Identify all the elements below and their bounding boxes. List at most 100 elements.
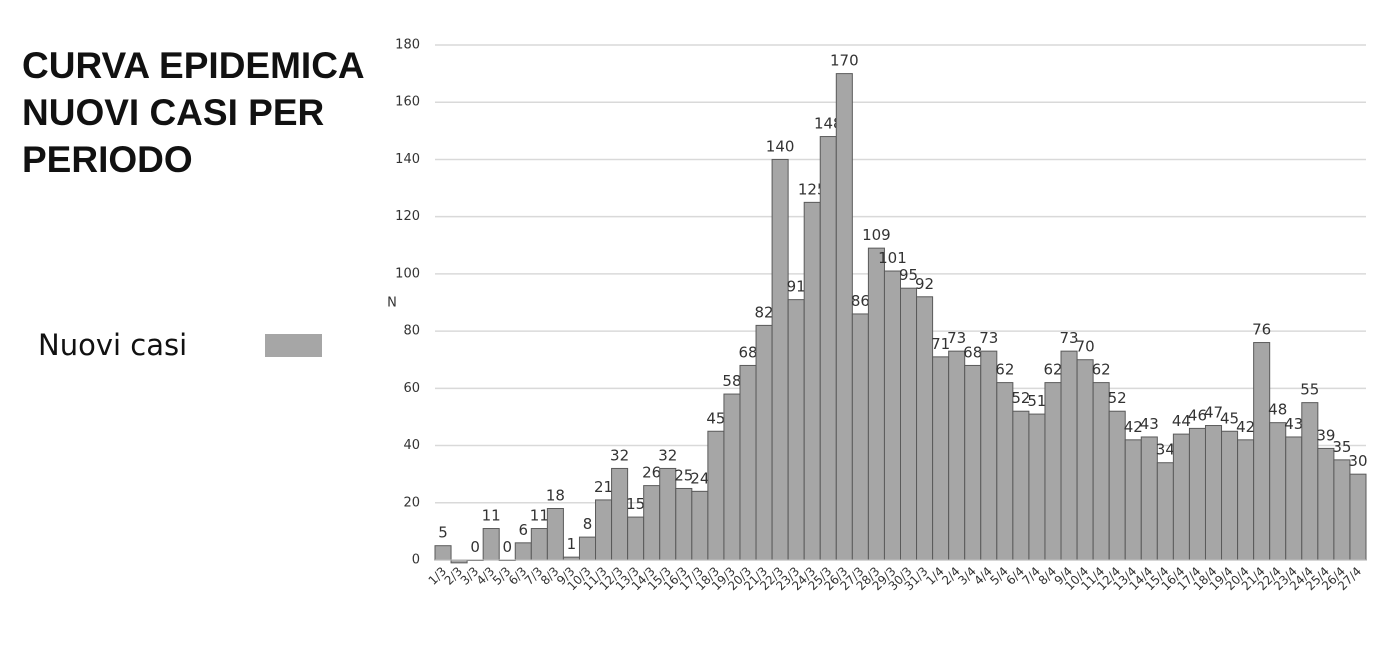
data-label: 52 bbox=[1011, 389, 1030, 407]
bar bbox=[434, 545, 452, 561]
data-label: 62 bbox=[1043, 361, 1062, 379]
data-label: 21 bbox=[594, 478, 613, 496]
y-tick-label: 60 bbox=[403, 381, 420, 396]
data-label: 73 bbox=[979, 329, 998, 347]
data-label: 43 bbox=[1284, 415, 1303, 433]
bar bbox=[771, 158, 789, 561]
bar bbox=[578, 536, 597, 561]
bar bbox=[611, 467, 629, 561]
data-label: 43 bbox=[1140, 415, 1159, 433]
data-label: 48 bbox=[1268, 401, 1287, 419]
y-tick-label: 20 bbox=[403, 495, 420, 510]
y-axis-label: N bbox=[387, 296, 397, 311]
bar bbox=[595, 499, 613, 561]
data-label: 46 bbox=[1188, 406, 1207, 424]
bar bbox=[1076, 359, 1094, 561]
data-label: 30 bbox=[1348, 452, 1367, 470]
bar bbox=[1253, 342, 1271, 561]
data-label: 32 bbox=[610, 446, 629, 464]
bar bbox=[643, 485, 661, 561]
y-tick-label: 160 bbox=[395, 95, 420, 110]
bar bbox=[1237, 439, 1255, 561]
bar bbox=[1172, 433, 1190, 561]
data-label: 109 bbox=[862, 226, 891, 244]
title-line: PERIODO bbox=[22, 139, 193, 180]
data-label: 82 bbox=[755, 303, 774, 321]
data-label: 0 bbox=[470, 538, 480, 556]
bar bbox=[1124, 439, 1142, 561]
data-label: 11 bbox=[530, 507, 549, 525]
data-label: 170 bbox=[830, 52, 859, 70]
bar bbox=[1156, 462, 1174, 561]
y-tick-label: 100 bbox=[395, 266, 420, 281]
data-label: 71 bbox=[931, 335, 950, 353]
bar bbox=[1204, 425, 1223, 561]
y-tick-label: 0 bbox=[412, 553, 420, 568]
data-label: 68 bbox=[963, 343, 982, 361]
y-tick-label: 40 bbox=[403, 438, 420, 453]
bar bbox=[1044, 382, 1062, 561]
data-label: 51 bbox=[1027, 392, 1046, 410]
bar bbox=[1349, 473, 1367, 561]
data-label: 58 bbox=[722, 372, 741, 390]
y-tick-label: 120 bbox=[395, 209, 420, 224]
legend-label: Nuovi casi bbox=[38, 328, 188, 362]
data-label: 140 bbox=[766, 137, 795, 155]
data-label: 73 bbox=[947, 329, 966, 347]
data-label: 0 bbox=[502, 538, 512, 556]
data-label: 73 bbox=[1059, 329, 1078, 347]
title-line: CURVA EPIDEMICA bbox=[22, 45, 365, 86]
data-label: 35 bbox=[1332, 438, 1351, 456]
data-label: 1 bbox=[567, 535, 577, 553]
bar bbox=[514, 542, 532, 561]
y-tick-label: 180 bbox=[395, 38, 420, 53]
data-label: 39 bbox=[1316, 426, 1335, 444]
bar bbox=[883, 270, 902, 561]
data-label: 5 bbox=[438, 524, 448, 542]
bar bbox=[675, 487, 693, 561]
data-label: 92 bbox=[915, 275, 934, 293]
bar bbox=[980, 350, 998, 561]
bar bbox=[1012, 410, 1030, 561]
bar bbox=[835, 73, 853, 561]
data-label: 25 bbox=[674, 466, 693, 484]
legend-swatch bbox=[265, 333, 322, 357]
bar bbox=[819, 136, 837, 561]
data-label: 34 bbox=[1156, 441, 1175, 459]
bar bbox=[1221, 430, 1239, 561]
data-label: 6 bbox=[519, 521, 529, 539]
bar bbox=[964, 364, 982, 561]
bar bbox=[1333, 459, 1351, 561]
bar bbox=[1285, 436, 1303, 561]
data-label: 125 bbox=[798, 180, 827, 198]
data-label: 68 bbox=[738, 343, 757, 361]
data-label: 47 bbox=[1204, 404, 1223, 422]
bar bbox=[948, 350, 966, 561]
data-label: 42 bbox=[1236, 418, 1255, 436]
data-label: 52 bbox=[1108, 389, 1127, 407]
bar bbox=[932, 356, 950, 561]
bar bbox=[1269, 422, 1287, 561]
bar bbox=[1092, 382, 1110, 561]
data-label: 11 bbox=[482, 507, 501, 525]
data-label: 24 bbox=[690, 469, 709, 487]
bar bbox=[691, 490, 709, 561]
data-label: 91 bbox=[787, 278, 806, 296]
data-label: 62 bbox=[1092, 361, 1111, 379]
bar bbox=[900, 287, 918, 561]
bar bbox=[530, 528, 548, 561]
legend: Nuovi casi bbox=[38, 328, 322, 362]
bar bbox=[787, 299, 805, 561]
bar bbox=[1188, 427, 1206, 561]
bar bbox=[996, 382, 1014, 561]
bar bbox=[867, 247, 885, 561]
data-label: 44 bbox=[1172, 412, 1191, 430]
data-label: 76 bbox=[1252, 321, 1271, 339]
bar bbox=[851, 313, 869, 561]
data-label: 95 bbox=[899, 266, 918, 284]
title-line: NUOVI CASI PER bbox=[22, 92, 325, 133]
bar bbox=[723, 393, 741, 561]
bar bbox=[803, 201, 821, 561]
